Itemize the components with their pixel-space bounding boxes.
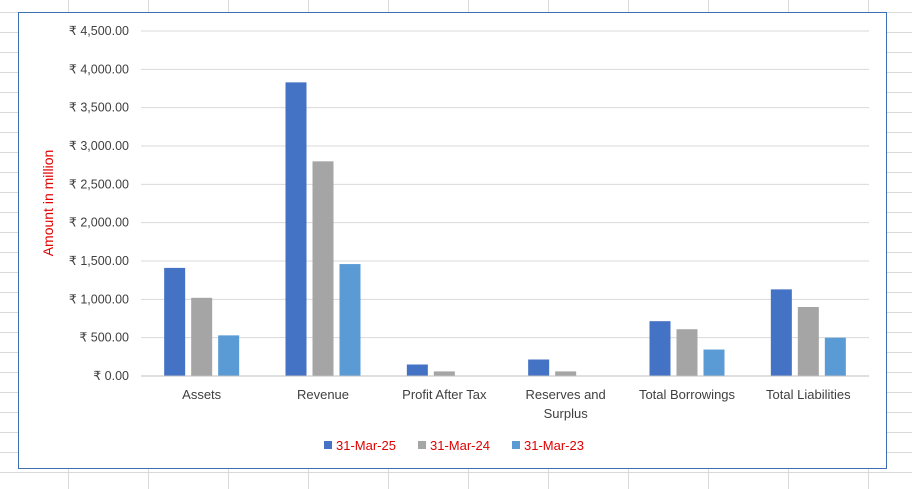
bar (191, 297, 213, 376)
bar (824, 337, 846, 376)
bar (703, 349, 725, 376)
category-label: Total Liabilities (766, 387, 851, 402)
bar-chart: ₹ 0.00 ₹ 500.00 ₹ 1,000.00 ₹ 1,500.00 ₹ 2,00… (40, 24, 869, 453)
y-tick-label: ₹ 1,000.00 (69, 292, 129, 306)
bar (285, 82, 307, 376)
y-tick-label: ₹ 4,500.00 (69, 24, 129, 38)
bars (164, 82, 846, 376)
x-axis-category-labels: Assets Revenue Profit After Tax Reserves an… (182, 387, 851, 421)
y-tick-label: ₹ 2,000.00 (69, 216, 129, 230)
y-tick-label: ₹ 0.00 (93, 369, 129, 383)
legend-swatch (418, 441, 426, 449)
legend-label: 31-Mar-24 (430, 438, 490, 453)
bar (649, 321, 671, 376)
category-label: Revenue (297, 387, 349, 402)
bar (164, 267, 186, 376)
bar (797, 307, 819, 376)
legend-label: 31-Mar-23 (524, 438, 584, 453)
bar (339, 264, 361, 376)
y-tick-label: ₹ 3,500.00 (69, 101, 129, 115)
y-axis-title: Amount in million (40, 150, 56, 257)
legend-swatch (512, 441, 520, 449)
category-label: Total Borrowings (639, 387, 736, 402)
bar (406, 364, 428, 376)
category-label: Profit After Tax (402, 387, 487, 402)
chart-area: ₹ 0.00 ₹ 500.00 ₹ 1,000.00 ₹ 1,500.00 ₹ 2,00… (18, 12, 887, 469)
legend: 31-Mar-25 31-Mar-24 31-Mar-23 (324, 438, 584, 453)
bar (528, 359, 550, 376)
bar (770, 289, 792, 376)
bar (555, 371, 577, 376)
bar (433, 371, 455, 376)
legend-label: 31-Mar-25 (336, 438, 396, 453)
y-axis-tick-labels: ₹ 0.00 ₹ 500.00 ₹ 1,000.00 ₹ 1,500.00 ₹ 2,00… (69, 24, 129, 383)
y-tick-label: ₹ 2,500.00 (69, 177, 129, 191)
y-tick-label: ₹ 3,000.00 (69, 139, 129, 153)
y-tick-label: ₹ 4,000.00 (69, 62, 129, 76)
bar (676, 329, 698, 376)
y-tick-label: ₹ 1,500.00 (69, 254, 129, 268)
legend-swatch (324, 441, 332, 449)
bar (218, 335, 240, 376)
bar (312, 161, 334, 376)
gridlines (141, 30, 869, 339)
category-label: Assets (182, 387, 222, 402)
category-label: Reserves and Surplus (526, 387, 606, 421)
y-tick-label: ₹ 500.00 (79, 331, 129, 345)
